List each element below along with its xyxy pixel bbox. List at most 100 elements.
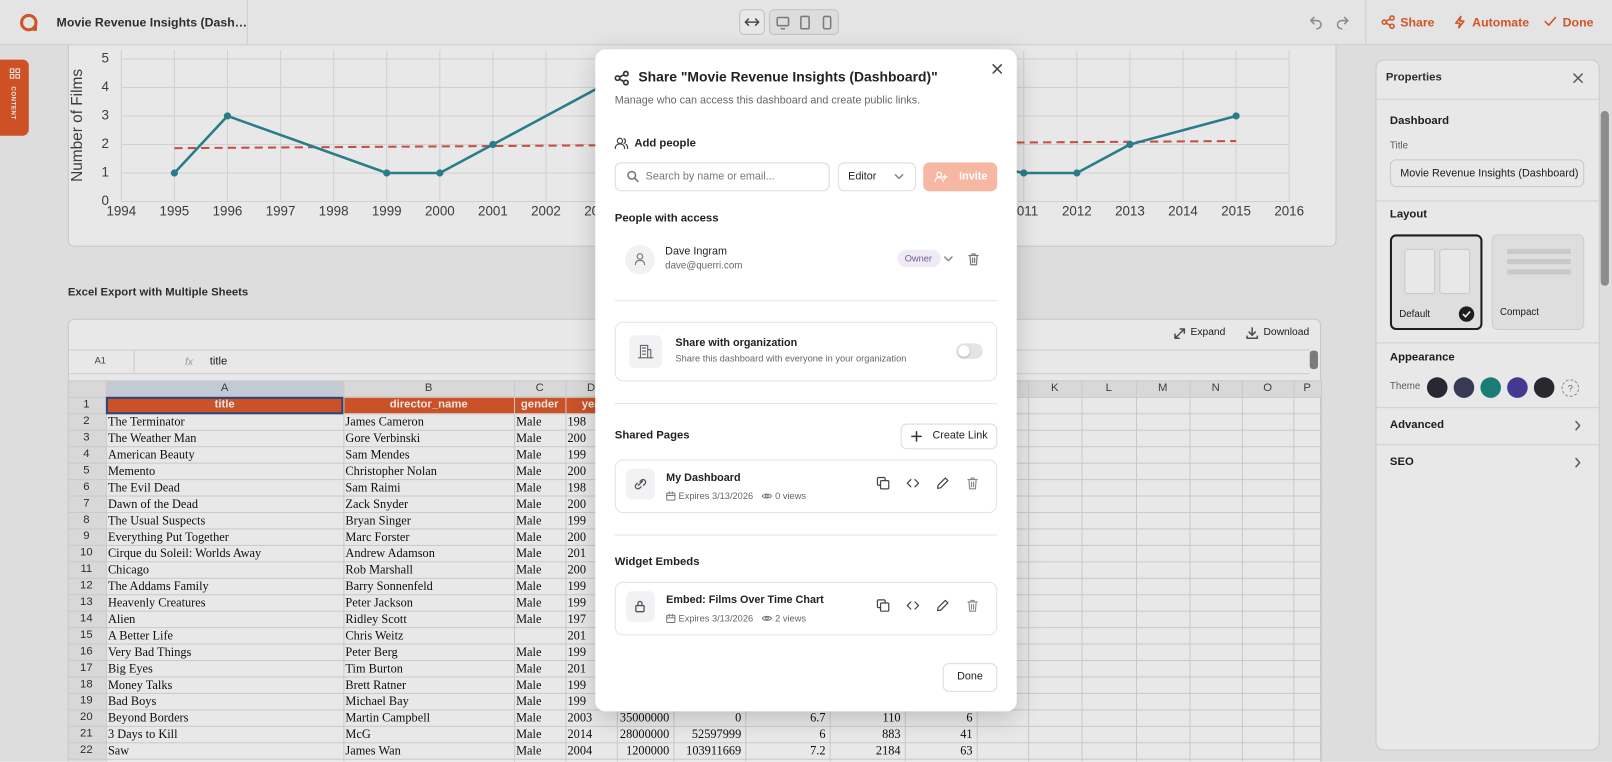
column-letter: A bbox=[220, 381, 229, 395]
divider bbox=[1376, 444, 1599, 446]
cell: Male bbox=[516, 447, 542, 462]
cell: Brett Ratner bbox=[345, 677, 407, 692]
redo[interactable] bbox=[1336, 16, 1349, 30]
panel-close[interactable] bbox=[1573, 73, 1583, 84]
share-button[interactable]: Share bbox=[1400, 15, 1435, 30]
embed-icon[interactable] bbox=[906, 601, 920, 610]
role-badge[interactable] bbox=[897, 249, 941, 268]
logo[interactable] bbox=[19, 12, 40, 33]
download-button[interactable]: Download bbox=[1263, 326, 1310, 339]
layout-preview bbox=[1404, 248, 1436, 295]
data-point bbox=[383, 169, 391, 177]
x-tick-label: 2001 bbox=[478, 203, 508, 218]
item-views: 2 views bbox=[775, 613, 807, 624]
layout-option[interactable]: Compact bbox=[1491, 234, 1585, 331]
cell: 201 bbox=[567, 545, 586, 561]
section-title: Excel Export with Multiple Sheets bbox=[67, 286, 249, 299]
edit-icon[interactable] bbox=[936, 477, 949, 489]
share-icon bbox=[614, 70, 629, 86]
title-input[interactable]: Movie Revenue Insights (Dashboard) bbox=[1389, 159, 1585, 188]
panel-title: Properties bbox=[1385, 71, 1442, 84]
theme-swatch[interactable] bbox=[1507, 377, 1528, 398]
y-tick-label: 3 bbox=[102, 107, 109, 122]
device-switcher[interactable] bbox=[768, 9, 839, 35]
data-point bbox=[170, 169, 178, 177]
share-icon bbox=[1381, 15, 1395, 30]
x-tick-label: 1994 bbox=[106, 203, 136, 218]
delete-icon[interactable] bbox=[967, 599, 978, 612]
theme-swatch[interactable] bbox=[1480, 377, 1501, 398]
cell: 28000000 bbox=[619, 726, 670, 742]
device-icons bbox=[776, 15, 832, 30]
theme-swatch[interactable] bbox=[1453, 377, 1475, 398]
cell: 201 bbox=[567, 661, 586, 676]
item-expires: Expires 3/13/2026 bbox=[678, 490, 754, 502]
org-toggle[interactable] bbox=[956, 343, 983, 359]
scrollbar bbox=[1600, 111, 1609, 286]
row-number: 8 bbox=[83, 513, 90, 526]
theme-swatch[interactable] bbox=[1426, 377, 1448, 398]
edit-icon[interactable] bbox=[936, 599, 949, 612]
invite-icon bbox=[934, 171, 948, 183]
copy-icon[interactable] bbox=[876, 476, 890, 490]
role-select[interactable] bbox=[837, 162, 917, 192]
cell: 6 bbox=[966, 710, 973, 725]
layout-option[interactable]: Default bbox=[1389, 234, 1483, 331]
cell: 198 bbox=[567, 480, 586, 495]
cell: Alien bbox=[107, 611, 136, 627]
cell: Male bbox=[516, 578, 542, 594]
automate-button[interactable]: Automate bbox=[1472, 15, 1530, 30]
section-heading[interactable]: Advanced bbox=[1389, 418, 1444, 432]
section-heading[interactable]: SEO bbox=[1389, 455, 1414, 469]
delete-icon[interactable] bbox=[968, 253, 979, 266]
cell: 199 bbox=[567, 513, 586, 528]
delete-icon[interactable] bbox=[967, 477, 978, 490]
row-number: 4 bbox=[83, 447, 90, 461]
embed-icon[interactable] bbox=[906, 478, 920, 488]
layout-preview bbox=[1507, 259, 1571, 265]
row-number: 6 bbox=[83, 480, 90, 493]
cell: Bad Boys bbox=[107, 693, 157, 709]
dashboard-title[interactable]: Movie Revenue Insights (Dash… bbox=[56, 15, 248, 30]
modal-close[interactable] bbox=[992, 63, 1003, 74]
item-name: My Dashboard bbox=[666, 471, 741, 484]
cell: Male bbox=[516, 661, 542, 676]
header-cell: title bbox=[214, 398, 235, 411]
item-expires: Expires 3/13/2026 bbox=[678, 613, 754, 624]
done-button[interactable]: Done bbox=[1562, 15, 1594, 30]
plus-icon bbox=[911, 431, 922, 442]
separator bbox=[1365, 0, 1367, 46]
expand-button[interactable]: Expand bbox=[1190, 326, 1226, 339]
create-link-button[interactable] bbox=[900, 423, 998, 450]
row-number: 21 bbox=[80, 727, 93, 740]
copy-icon[interactable] bbox=[876, 599, 890, 612]
cell: 199 bbox=[567, 677, 586, 692]
x-tick-label: 2013 bbox=[1115, 203, 1145, 218]
cell: Very Bad Things bbox=[107, 644, 192, 659]
row-number: 11 bbox=[80, 562, 93, 576]
y-tick-label: 4 bbox=[102, 79, 110, 94]
section-heading: Dashboard bbox=[1389, 114, 1450, 127]
cell: James Cameron bbox=[345, 414, 424, 429]
cell: Michael Bay bbox=[345, 693, 409, 709]
undo[interactable] bbox=[1310, 16, 1322, 30]
invite-button[interactable] bbox=[923, 162, 998, 192]
cell-border bbox=[68, 742, 1322, 744]
x-tick-label: 2002 bbox=[531, 203, 561, 218]
cell: The Evil Dead bbox=[107, 480, 180, 495]
cell: Gore Verbinski bbox=[345, 430, 421, 446]
done-button[interactable] bbox=[942, 663, 998, 692]
search-input[interactable] bbox=[614, 162, 830, 192]
section-heading: Layout bbox=[1389, 208, 1428, 221]
cell: Big Eyes bbox=[107, 661, 153, 676]
row-number: 3 bbox=[83, 431, 90, 444]
divider bbox=[1376, 98, 1599, 100]
cell: James Wan bbox=[345, 743, 401, 758]
cell: 6 bbox=[819, 726, 826, 742]
theme-swatch[interactable] bbox=[1533, 377, 1555, 398]
fx-label: fx bbox=[185, 356, 194, 369]
toggle-knob bbox=[958, 345, 970, 357]
create-link-label: Create Link bbox=[932, 429, 988, 442]
download-icon bbox=[1246, 327, 1259, 340]
cell: 197 bbox=[567, 611, 586, 627]
